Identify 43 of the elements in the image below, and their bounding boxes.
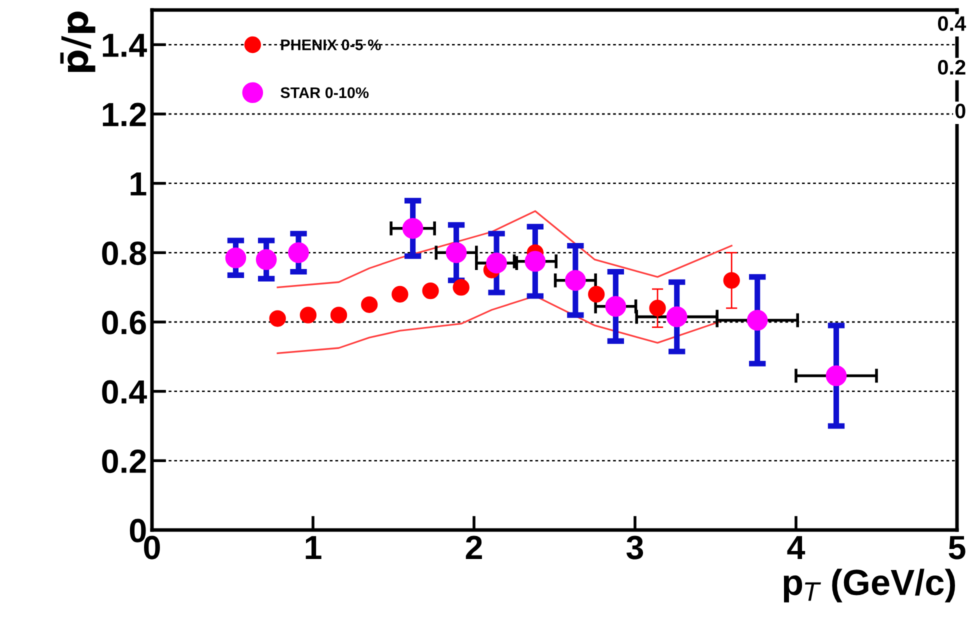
point (269, 310, 286, 327)
point (300, 306, 317, 324)
y-tick-label: 1.2 (102, 102, 146, 126)
point (826, 365, 847, 386)
point (524, 250, 546, 272)
y-tick-label: 0.6 (102, 310, 146, 334)
point (402, 218, 424, 239)
x-tick-label: 1 (306, 536, 322, 560)
point (225, 247, 246, 268)
point (649, 300, 666, 316)
point (452, 279, 470, 296)
line-series (276, 295, 720, 354)
point (666, 306, 688, 328)
x-tick-label: 2 (466, 536, 482, 560)
line-series (276, 210, 732, 288)
legend-label: STAR 0-10% (280, 87, 369, 98)
annotation: 0 (955, 104, 966, 118)
point (723, 272, 740, 289)
annotation: 0.2 (938, 60, 966, 75)
point (330, 306, 348, 324)
point (256, 249, 277, 270)
point (605, 296, 626, 317)
y-tick-label: 1.4 (102, 34, 147, 57)
y-tick-label: 0 (130, 518, 146, 542)
point (746, 310, 768, 331)
point (361, 296, 378, 313)
point (588, 286, 605, 303)
x-tick-label: 4 (787, 536, 806, 560)
point (288, 242, 309, 264)
annotation: 0.4 (938, 16, 966, 31)
point (392, 286, 408, 303)
point (422, 282, 439, 300)
y-tick-label: 0.8 (102, 241, 146, 266)
point (565, 270, 586, 291)
y-tick-label: 0.2 (102, 449, 146, 474)
x-axis-title: p$_{T}$ (GeV/c) (784, 568, 955, 602)
x-tick-label: 5 (948, 536, 966, 560)
y-tick-label: 1 (130, 172, 146, 196)
point (486, 252, 507, 274)
point (446, 242, 467, 264)
x-tick-label: 3 (626, 536, 644, 560)
y-axis-title: p̄/p (60, 12, 96, 72)
y-tick-label: 0.4 (102, 380, 147, 404)
